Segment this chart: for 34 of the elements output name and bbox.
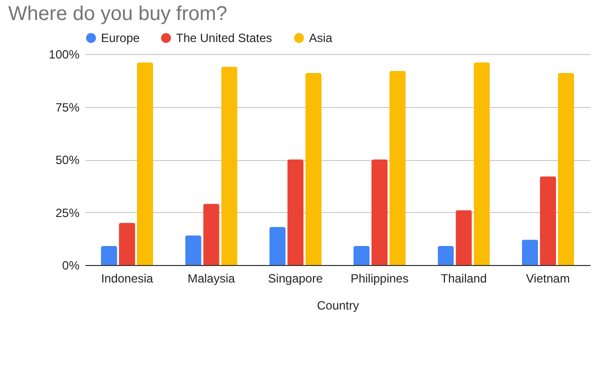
bar bbox=[203, 204, 220, 265]
bar bbox=[136, 62, 154, 265]
bar bbox=[185, 235, 202, 265]
bar bbox=[456, 210, 472, 265]
bar bbox=[371, 160, 388, 265]
y-tick-label: 0% bbox=[62, 258, 80, 272]
bar bbox=[305, 72, 322, 265]
bar bbox=[438, 246, 454, 265]
y-tick-label: 25% bbox=[55, 206, 80, 220]
bar bbox=[522, 240, 538, 265]
legend-label: Europe bbox=[101, 31, 140, 45]
bar bbox=[287, 160, 304, 265]
legend-label: Asia bbox=[309, 31, 333, 45]
x-tick-label: Philippines bbox=[350, 272, 409, 286]
bar bbox=[269, 227, 286, 265]
bar bbox=[118, 222, 136, 265]
x-tick-label: Singapore bbox=[268, 272, 324, 286]
bar bbox=[540, 176, 556, 265]
y-tick-label: 50% bbox=[55, 153, 80, 167]
bar bbox=[100, 246, 118, 265]
x-tick-label: Malaysia bbox=[188, 272, 236, 286]
x-axis-title: Country bbox=[316, 298, 360, 312]
x-tick-label: Thailand bbox=[440, 272, 487, 286]
y-tick-label: 75% bbox=[55, 100, 80, 114]
bar bbox=[389, 70, 406, 265]
legend-label: The United States bbox=[176, 31, 272, 45]
x-tick-label: Vietnam bbox=[526, 272, 570, 286]
bar bbox=[558, 72, 574, 265]
bar bbox=[221, 66, 238, 265]
y-tick-label: 100% bbox=[48, 48, 80, 62]
x-tick-label: Indonesia bbox=[101, 272, 154, 286]
bar bbox=[474, 62, 490, 265]
bar bbox=[353, 246, 370, 265]
chart-title: Where do you buy from? bbox=[8, 3, 228, 25]
